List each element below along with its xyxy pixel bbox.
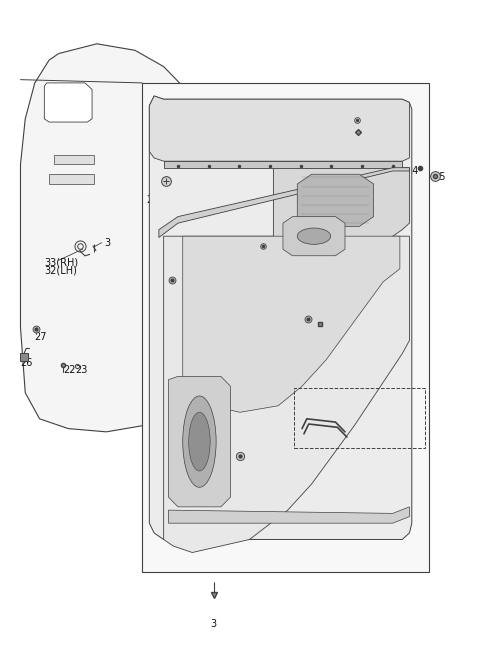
Text: 8(LH): 8(LH) <box>355 204 381 214</box>
Text: 15(RH): 15(RH) <box>197 218 231 228</box>
Text: 3: 3 <box>104 238 110 248</box>
Polygon shape <box>164 161 402 168</box>
Polygon shape <box>149 96 409 161</box>
Text: 32(LH): 32(LH) <box>44 266 77 276</box>
Text: 3: 3 <box>211 619 217 629</box>
Text: 16(RH): 16(RH) <box>355 195 389 205</box>
Polygon shape <box>44 83 92 122</box>
Ellipse shape <box>297 228 331 244</box>
Text: 13: 13 <box>242 457 254 467</box>
Text: 24: 24 <box>407 166 419 176</box>
Text: 19(RH): 19(RH) <box>345 419 379 429</box>
Text: 26: 26 <box>21 358 33 368</box>
Polygon shape <box>149 96 412 540</box>
Text: 17(RH): 17(RH) <box>173 447 207 457</box>
Text: 29: 29 <box>364 121 376 130</box>
Polygon shape <box>168 377 230 507</box>
Ellipse shape <box>189 412 210 471</box>
Polygon shape <box>297 174 373 227</box>
Text: 20(RH): 20(RH) <box>312 342 346 352</box>
Text: 2: 2 <box>306 322 312 333</box>
Polygon shape <box>283 217 345 255</box>
Text: 3: 3 <box>364 130 370 140</box>
Text: 23: 23 <box>75 365 88 375</box>
Polygon shape <box>168 507 409 523</box>
Text: 27: 27 <box>34 332 47 343</box>
Text: 22: 22 <box>63 365 76 375</box>
Text: 14(RH): 14(RH) <box>285 151 320 162</box>
Text: 28: 28 <box>146 195 159 205</box>
Polygon shape <box>274 168 409 262</box>
Text: 25: 25 <box>433 172 446 183</box>
Text: 1(LH): 1(LH) <box>285 160 312 170</box>
Polygon shape <box>21 44 192 432</box>
Text: 9(LH): 9(LH) <box>173 455 200 465</box>
Text: 6: 6 <box>161 287 168 297</box>
Text: 11(LH): 11(LH) <box>345 428 378 438</box>
Polygon shape <box>164 236 409 553</box>
Bar <box>142 83 429 572</box>
Polygon shape <box>183 236 400 412</box>
Polygon shape <box>54 155 95 164</box>
Text: 21: 21 <box>168 172 181 183</box>
Ellipse shape <box>183 396 216 487</box>
Text: 5(LH): 5(LH) <box>197 226 224 236</box>
Text: 31(RH): 31(RH) <box>183 121 217 130</box>
Bar <box>294 388 425 448</box>
Text: 4: 4 <box>320 329 326 339</box>
Text: 18(RH): 18(RH) <box>345 358 379 368</box>
Polygon shape <box>49 174 95 184</box>
Text: 30(LH): 30(LH) <box>183 130 216 140</box>
Text: 33(RH): 33(RH) <box>44 257 78 267</box>
Text: 7: 7 <box>266 253 273 263</box>
Text: 12(LH): 12(LH) <box>312 350 345 360</box>
Text: (W/O DR LAMP): (W/O DR LAMP) <box>307 390 372 399</box>
Text: 10(LH): 10(LH) <box>345 367 378 377</box>
Polygon shape <box>159 168 409 238</box>
